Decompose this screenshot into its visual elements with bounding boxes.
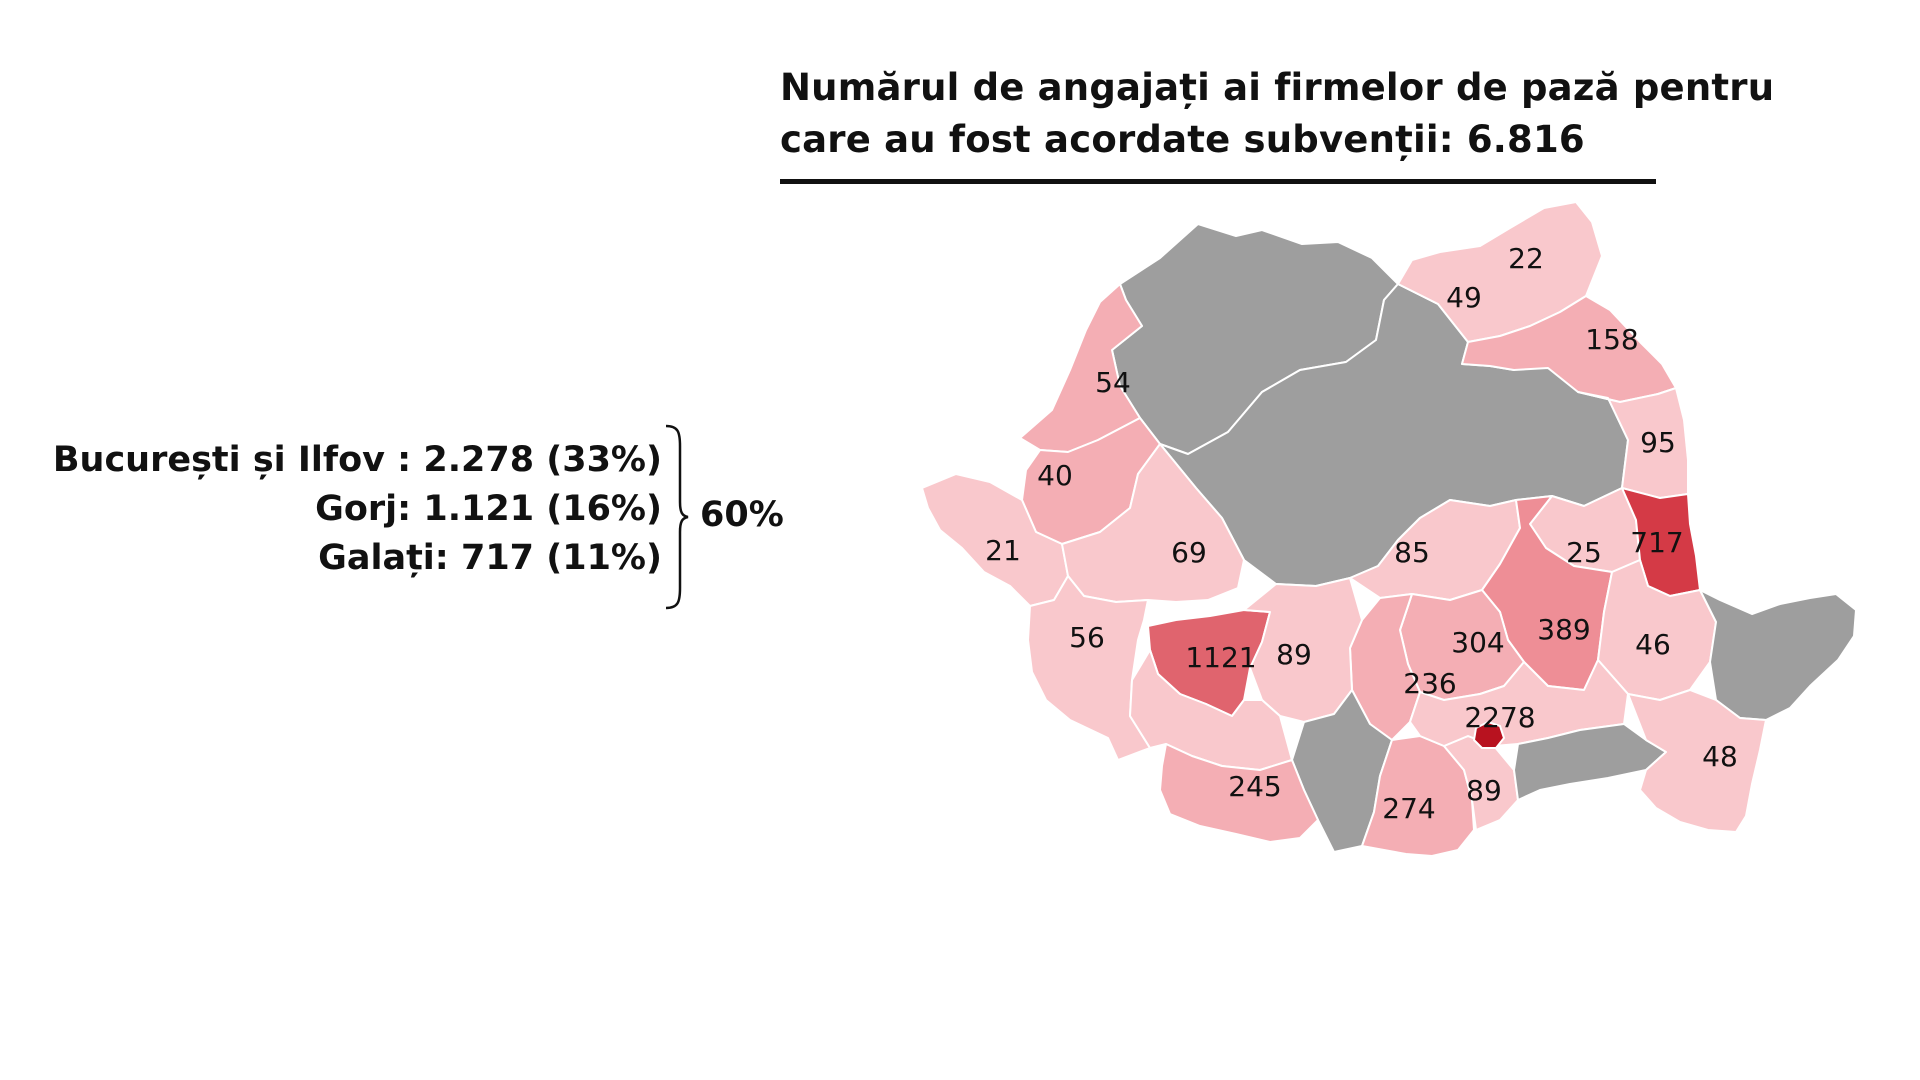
map-value-label-hunedoara: 69 [1171,536,1207,569]
map-value-label-d-mbovi-a: 304 [1451,626,1504,659]
map-value-label-buz-u: 389 [1537,613,1590,646]
summary-line-bucuresti-ilfov: București și Ilfov : 2.278 (33%) [52,440,662,480]
county-bucuresti [1473,721,1505,749]
summary-line-galati: Galați: 717 (11%) [318,538,662,578]
map-value-label-constan-a: 48 [1702,740,1738,773]
map-value-label-teleorman: 274 [1382,792,1435,825]
summary-total-share: 60% [700,495,784,535]
map-value-label-bucure-ti: 2278 [1464,701,1535,734]
map-value-label-dolj: 245 [1228,770,1281,803]
map-value-label-br-ila: 46 [1635,628,1671,661]
map-value-label-arad: 40 [1037,459,1073,492]
map-regions [921,201,1857,857]
map-title-line-1: Numărul de angajați ai firmelor de pază … [780,66,1775,109]
top-counties-summary: București și Ilfov : 2.278 (33%) Gorj: 1… [53,436,662,583]
map-value-labels: 22 49 158 54 95 40 21 69 85 25 717 56 1121 89 304 389 46… [985,242,1738,825]
county-caras-severin [1027,575,1151,761]
summary-line-gorj: Gorj: 1.121 (16%) [315,489,662,529]
map-value-label-ia-i: 158 [1585,323,1638,356]
county-dolj [1159,743,1319,843]
county-constanta [1627,689,1767,833]
map-value-label-arge-: 236 [1403,667,1456,700]
map-value-label-timi-: 21 [985,534,1021,567]
county-tulcea-no-data [1699,589,1857,721]
map-title-line-2: care au fost acordate subvenții: 6.816 [780,118,1585,161]
county-mehedinti-dolj-west [1129,649,1293,771]
map-value-label-boto-ani: 49 [1446,281,1482,314]
map-value-label-vaslui: 95 [1640,426,1676,459]
map-value-label-v-lcea: 89 [1276,638,1312,671]
map-value-label-satu-mare: 54 [1095,366,1131,399]
county-vaslui [1577,387,1689,499]
map-value-label-cara-severin: 56 [1069,621,1105,654]
map-value-label-giurgiu: 89 [1466,774,1502,807]
map-value-label-bra-ov: 85 [1394,536,1430,569]
map-value-label-gorj: 1121 [1185,641,1256,674]
map-value-label-gala-i: 717 [1630,526,1683,559]
title-underline [780,179,1656,184]
map-value-label-vrancea: 25 [1566,536,1602,569]
summary-brace [665,424,689,610]
map-value-label-suceava: 22 [1508,242,1544,275]
map-title: Numărul de angajați ai firmelor de pază … [780,62,1775,166]
